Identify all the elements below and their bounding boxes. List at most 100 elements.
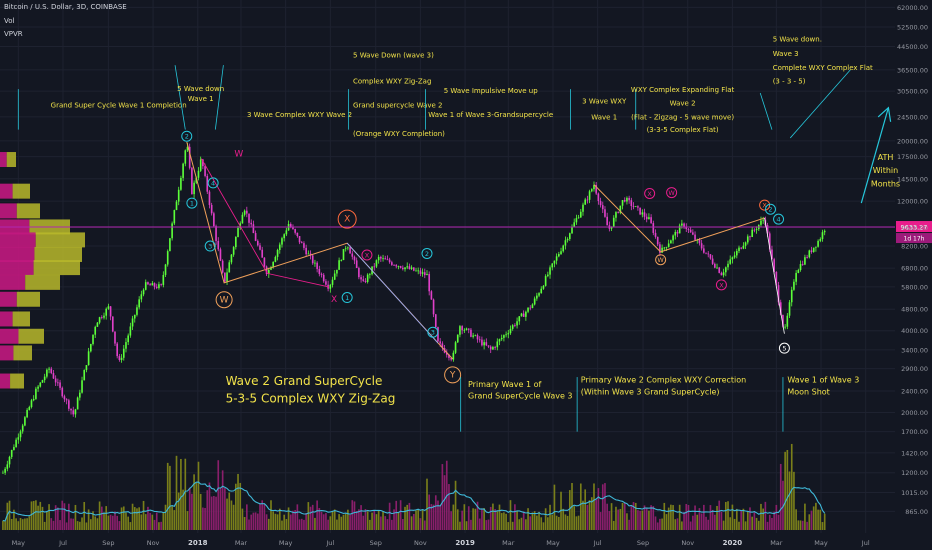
candle-body [575,218,578,223]
candle-body [320,273,323,275]
magenta-wave-line [201,158,329,288]
candle-body [46,369,48,377]
candle-body [786,315,789,327]
volume-bar [133,507,136,530]
volume-bar [384,516,387,530]
candle-body [538,293,540,296]
candle-body [85,365,88,370]
candle-body [487,345,490,347]
candle-body [276,249,279,257]
volume-bar [184,458,187,530]
wave-label-4-text: 4 [211,179,215,187]
volume-bar [568,490,571,530]
volume-bar [96,518,99,530]
volume-bar [426,478,428,530]
time-tick-label: Sep [102,539,114,547]
volume-bar [551,514,554,530]
annotation-wave3-down-2: Wave 3 [773,50,799,58]
candle-body [250,222,253,225]
candle-body [50,368,53,374]
candle-body [423,272,426,276]
volume-bar [590,497,593,530]
volume-bar [248,519,250,530]
candle-body [599,201,602,206]
candle-body [30,400,33,408]
price-tick-label: 5800.00 [901,283,928,291]
candle-body [351,253,354,257]
volume-bar [430,504,433,530]
candle-body [164,264,167,275]
candle-body [426,274,428,276]
candle-body [325,281,327,285]
candle-body [689,229,692,233]
candle-body [314,262,316,264]
volume-bar [173,510,176,530]
volume-bar [70,518,72,530]
candle-body [98,317,101,323]
volume-profile-bar [0,373,11,389]
volume-bar [213,495,215,530]
wave-label-x-big-text: X [344,215,350,225]
vpvr-indicator-label[interactable]: VPVR [4,30,23,38]
annotation-primary-w1-2: Grand SuperCycle Wave 3 [468,392,573,401]
candle-body [777,285,780,303]
volume-bar [678,504,681,530]
volume-bar [307,502,310,530]
volume-bar [443,475,446,530]
volume-bar [810,510,813,530]
candle-body [329,284,332,289]
candle-body [105,308,108,316]
volume-bar [421,510,424,530]
volume-bar [724,501,727,530]
candle-body [749,236,751,238]
volume-bar [768,514,771,530]
price-tick-label: 24500.00 [897,113,928,121]
orange-flat-line [593,184,765,253]
volume-bar [538,511,540,530]
candle-body [650,217,652,224]
volume-bar [15,518,17,530]
volume-bar [136,508,138,530]
volume-profile-bar [0,247,35,262]
candle-body [116,343,119,357]
volume-bar [142,500,145,530]
candle-body [634,206,637,208]
candle-body [459,326,461,335]
annotation-primary-w1-1: Primary Wave 1 of [468,380,541,389]
candle-body [601,205,604,210]
candle-body [766,225,769,234]
candle-body [204,166,206,176]
volume-bar [347,509,349,530]
volume-profile-bar [0,311,13,327]
price-tick-label: 30500.00 [897,88,928,96]
volume-bar [285,519,288,530]
volume-bar [786,449,789,530]
volume-bar [61,500,64,530]
volume-bar [746,511,749,530]
volume-bar [388,502,391,530]
candle-body [516,321,518,326]
volume-bar [498,504,501,530]
volume-profile-bar [0,152,7,167]
volume-bar [689,521,692,530]
candle-body [397,266,400,267]
candle-body [230,254,233,263]
candle-body [342,249,345,261]
candle-body [536,295,538,299]
wave-label-3-text: 3 [208,243,212,251]
annotation-wave3-down-3: Complete WXY Complex Flat [773,64,873,72]
volume-bar [663,502,666,530]
price-axis: 62000.00 52500.00 44500.00 36500.00 30500.00… [897,4,928,516]
volume-bar [54,505,57,530]
volume-bar [709,505,712,530]
volume-bar [197,461,200,530]
volume-bar [162,512,165,530]
volume-bar [584,489,587,530]
volume-bar [639,510,641,530]
time-axis: May Jul Sep Nov 2018 Mar May Jul Sep Nov 2019 Mar Ma… [12,539,870,547]
candle-body [551,263,554,268]
volume-bar [608,511,611,530]
volume-bar [46,511,48,530]
vol-indicator-label[interactable]: Vol [4,17,15,25]
